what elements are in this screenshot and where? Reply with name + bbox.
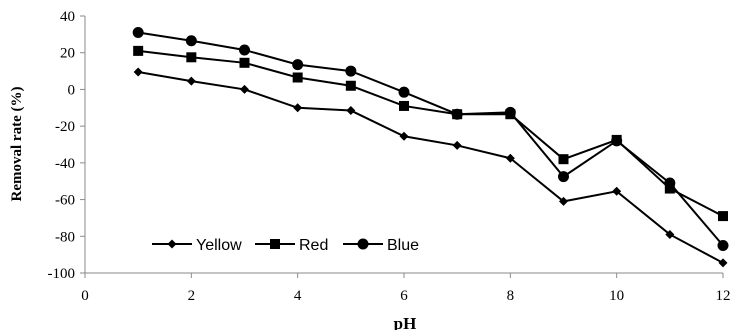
- series-blue: [132, 27, 729, 251]
- data-point-red: [292, 72, 303, 83]
- data-point-blue: [504, 106, 516, 118]
- y-tick-label: 20: [60, 46, 75, 62]
- data-point-yellow: [452, 140, 462, 150]
- legend-marker-red: [270, 239, 280, 249]
- x-tick-label: 10: [609, 288, 624, 304]
- data-point-yellow: [240, 84, 249, 94]
- data-point-yellow: [612, 186, 622, 196]
- data-point-red: [345, 80, 356, 91]
- legend-item-red: Red: [255, 237, 328, 254]
- series-line-blue: [138, 31, 724, 247]
- legend-item-blue: Blue: [343, 237, 419, 254]
- y-tick-label: 0: [68, 82, 76, 98]
- ticks: 40 20 0 -20 -40 -60 -80 -100 0 2 4 6 8 10 12: [48, 9, 731, 304]
- data-point-yellow: [665, 229, 675, 239]
- data-point-yellow: [559, 196, 568, 206]
- y-tick-label: 40: [60, 9, 75, 25]
- y-axis-title: Removal rate (%): [9, 87, 25, 202]
- data-point-blue: [664, 177, 676, 189]
- data-point-blue: [345, 65, 357, 77]
- data-point-blue: [239, 44, 250, 56]
- data-point-blue: [185, 35, 197, 47]
- legend: Yellow Red Blue: [152, 237, 419, 254]
- y-tick-label: -60: [55, 193, 75, 209]
- data-point-red: [718, 211, 728, 222]
- data-point-yellow: [346, 106, 356, 116]
- y-tick-label: -20: [55, 119, 75, 135]
- x-axis-title: pH: [394, 314, 417, 330]
- axes: [84, 16, 723, 274]
- series-yellow: [133, 67, 728, 268]
- data-point-red: [664, 183, 675, 194]
- legend-marker-yellow: [167, 239, 177, 249]
- data-point-blue: [132, 27, 144, 39]
- y-tick-label: -40: [55, 156, 75, 172]
- data-point-red: [186, 52, 197, 63]
- data-point-blue: [558, 171, 569, 183]
- data-point-yellow: [293, 103, 303, 113]
- data-point-blue: [611, 135, 623, 147]
- series-red: [133, 45, 728, 222]
- data-point-blue: [451, 108, 463, 120]
- data-point-blue: [292, 59, 304, 71]
- x-tick-label: 2: [188, 288, 196, 304]
- data-point-red: [399, 100, 409, 111]
- x-tick-label: 4: [294, 288, 302, 304]
- series-line-yellow: [137, 71, 724, 264]
- legend-marker-blue: [357, 238, 369, 250]
- data-point-red: [133, 45, 144, 56]
- y-tick-label: -100: [48, 266, 76, 282]
- data-point-blue: [398, 86, 410, 98]
- legend-label-blue: Blue: [387, 237, 419, 254]
- legend-label-red: Red: [299, 237, 328, 254]
- legend-item-yellow: Yellow: [152, 237, 242, 254]
- data-point-yellow: [186, 76, 196, 86]
- data-point-red: [558, 154, 569, 165]
- series-line-red: [138, 49, 724, 217]
- x-tick-label: 12: [716, 288, 731, 304]
- data-point-red: [239, 57, 250, 68]
- data-point-blue: [717, 239, 729, 251]
- data-point-yellow: [133, 67, 143, 77]
- data-point-yellow: [399, 131, 409, 141]
- x-tick-label: 8: [507, 288, 515, 304]
- legend-label-yellow: Yellow: [196, 237, 242, 254]
- x-tick-label: 0: [81, 288, 89, 304]
- x-tick-label: 6: [400, 288, 408, 304]
- data-point-yellow: [505, 153, 515, 163]
- data-point-yellow: [718, 258, 728, 268]
- series-layer: [132, 27, 729, 268]
- y-tick-label: -80: [55, 229, 75, 245]
